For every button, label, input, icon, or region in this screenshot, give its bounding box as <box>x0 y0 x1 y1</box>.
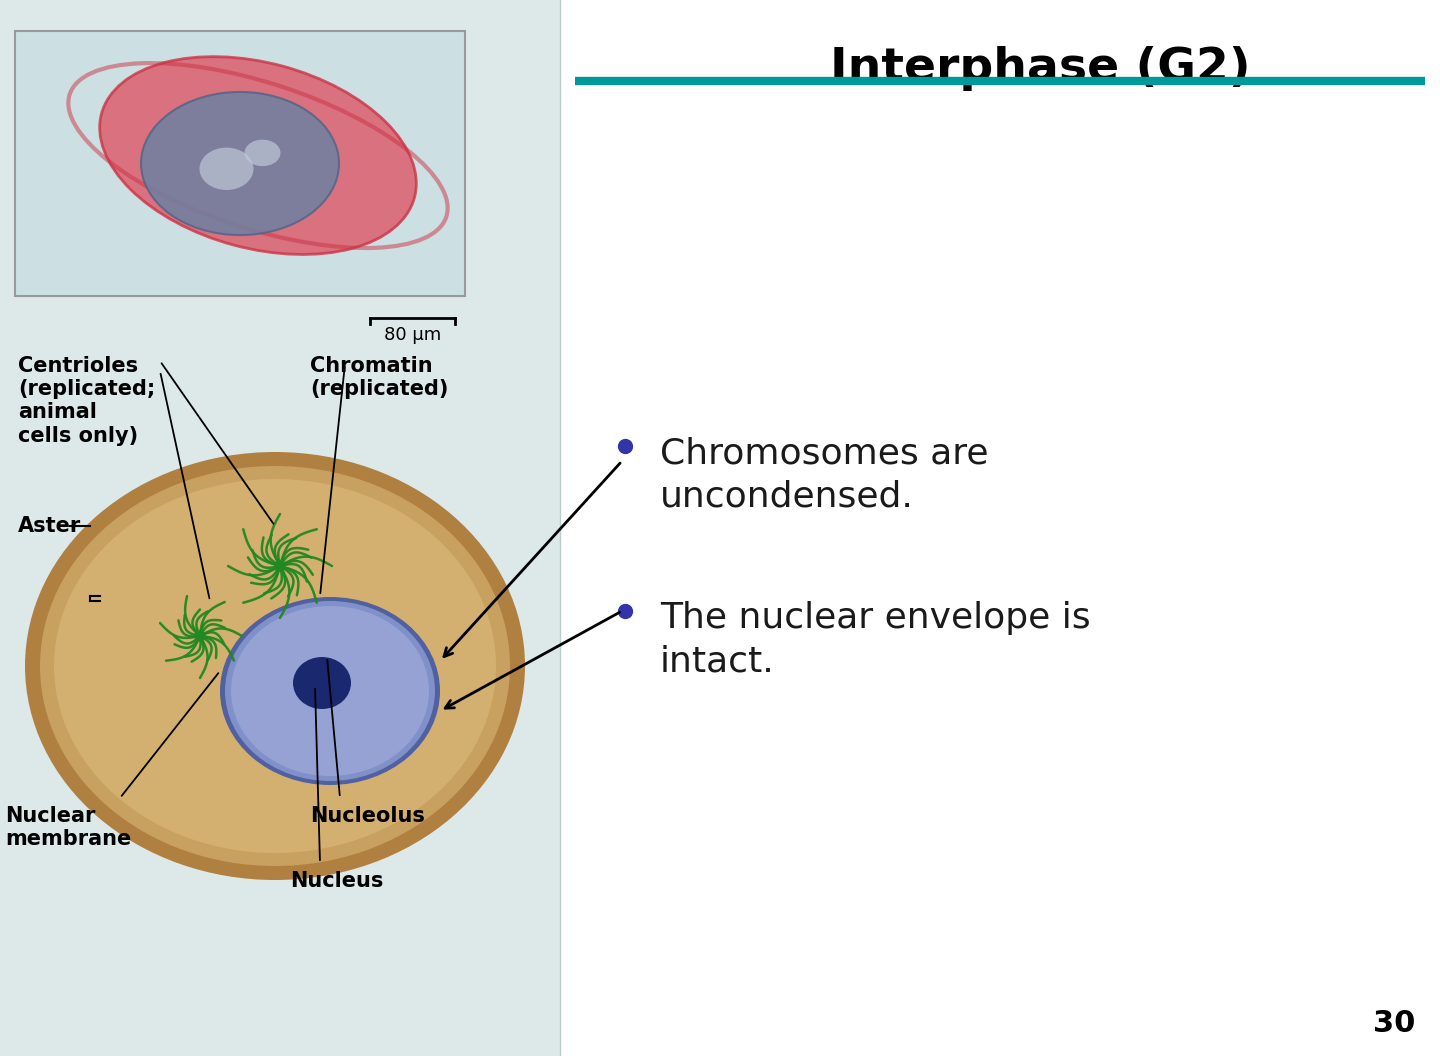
Bar <box>14 31 465 296</box>
Text: Aster: Aster <box>17 516 81 536</box>
Ellipse shape <box>245 139 281 166</box>
Circle shape <box>275 561 285 571</box>
Ellipse shape <box>230 606 429 776</box>
Ellipse shape <box>225 601 435 781</box>
Bar <box>0 0 560 1056</box>
Ellipse shape <box>99 57 416 254</box>
Text: 30: 30 <box>1372 1008 1416 1038</box>
Ellipse shape <box>141 92 338 235</box>
Ellipse shape <box>200 148 253 190</box>
Text: Centrioles
(replicated;
animal
cells only): Centrioles (replicated; animal cells onl… <box>17 356 156 446</box>
Text: Nuclear
membrane: Nuclear membrane <box>4 806 131 849</box>
Ellipse shape <box>292 657 351 709</box>
Text: Nucleus: Nucleus <box>289 871 383 891</box>
Ellipse shape <box>55 479 495 853</box>
Text: Interphase (G2): Interphase (G2) <box>829 46 1250 91</box>
Text: Chromatin
(replicated): Chromatin (replicated) <box>310 356 448 399</box>
Ellipse shape <box>220 597 441 785</box>
Circle shape <box>194 631 204 641</box>
Text: Chromosomes are
uncondensed.: Chromosomes are uncondensed. <box>660 436 988 513</box>
Text: 80 μm: 80 μm <box>384 326 441 344</box>
Text: The nuclear envelope is
intact.: The nuclear envelope is intact. <box>660 601 1090 678</box>
Bar <box>560 0 1440 1056</box>
Text: Nucleolus: Nucleolus <box>310 806 425 826</box>
Ellipse shape <box>40 466 510 866</box>
Ellipse shape <box>24 452 526 880</box>
